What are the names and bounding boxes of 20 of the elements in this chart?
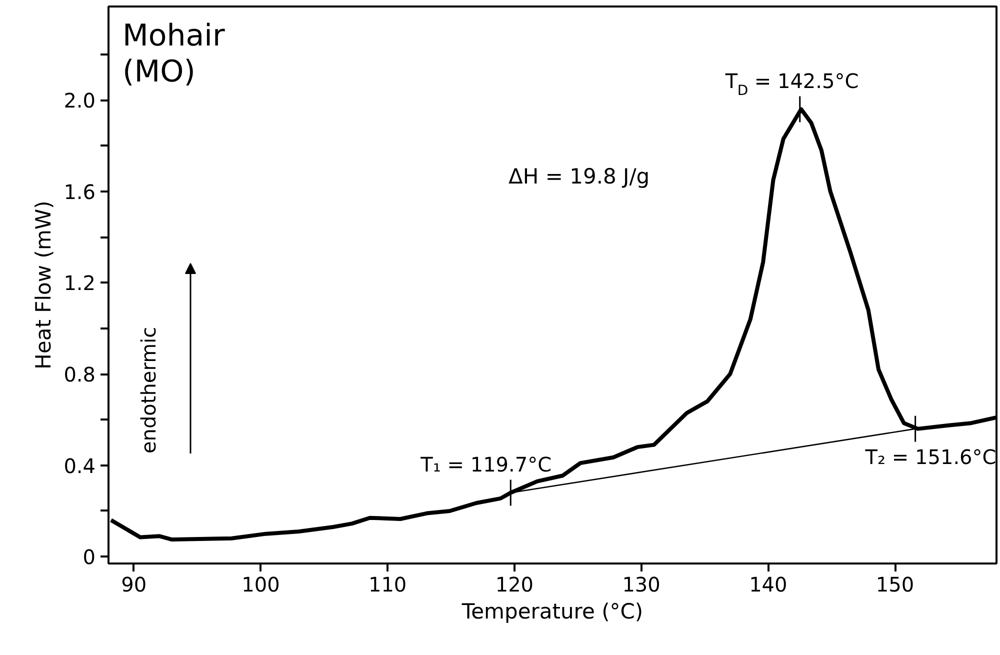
x-tick-label: 140	[749, 572, 788, 596]
annotation: ΔH = 19.8 J/g	[508, 164, 650, 188]
y-tick-label: 1.2	[64, 271, 96, 296]
text: Mohair (MO)	[122, 18, 226, 90]
x-axis-title: Temperature (°C)	[460, 600, 644, 624]
x-tick-label: 120	[495, 572, 534, 596]
annotation: T₂ = 151.6°C	[864, 444, 996, 469]
y-tick-label: 0.4	[64, 454, 96, 478]
y-tick-label: 1.6	[64, 180, 96, 204]
x-tick-label: 90	[121, 572, 147, 596]
x-tick-label: 130	[622, 572, 660, 596]
text: 2.0	[64, 88, 96, 113]
annotation: endothermic	[136, 326, 160, 454]
x-tick-label: 150	[876, 572, 914, 596]
y-tick-label: 0.8	[64, 362, 96, 387]
y-axis-title: Heat Flow (mW)	[32, 200, 56, 370]
y-tick-label: 0	[82, 545, 96, 570]
x-tick-label: 100	[242, 572, 280, 596]
annotation: T₁ = 119.7°C	[420, 452, 552, 477]
x-tick-label: 110	[368, 572, 407, 596]
